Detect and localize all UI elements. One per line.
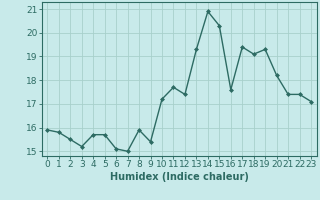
X-axis label: Humidex (Indice chaleur): Humidex (Indice chaleur) <box>110 172 249 182</box>
